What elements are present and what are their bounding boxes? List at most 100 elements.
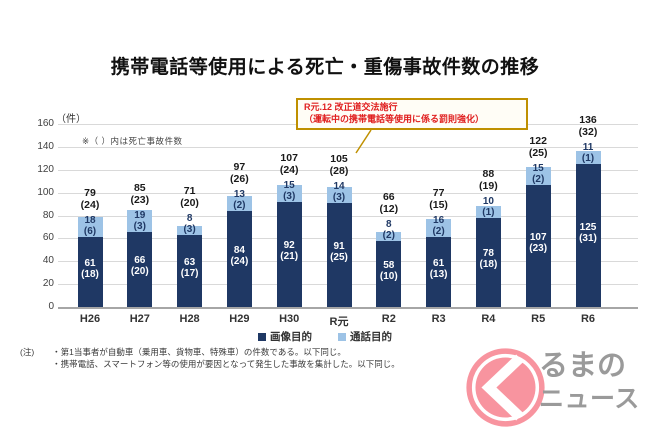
x-axis-label-H27: H27	[129, 313, 150, 325]
bar-R5-通話目的	[525, 167, 551, 185]
bar-R6-通話目的	[575, 151, 601, 165]
gridline	[58, 146, 638, 148]
kuruma-news-logo-text: るまの ニュース	[539, 349, 640, 415]
y-axis-tick-label: 0	[48, 301, 54, 312]
bar-total-label: 88 (19)	[479, 167, 498, 192]
x-axis-label-R6: R6	[580, 313, 596, 325]
x-axis-label-R2: R2	[381, 313, 396, 325]
y-axis-tick-label: 120	[37, 163, 54, 175]
bar-segment-label: 16 (2)	[432, 215, 445, 238]
logo-text-line-1: るまの	[539, 350, 627, 382]
x-axis-baseline	[58, 307, 638, 309]
bar-H28-画像目的	[177, 234, 203, 307]
bar-segment-label: 84 (24)	[230, 244, 249, 267]
legend-item-通話目的: 通話目的	[338, 329, 392, 344]
legend-swatch-icon	[258, 332, 266, 341]
footnote-prefix: (注)	[20, 347, 35, 357]
y-axis-tick-label: 20	[42, 278, 54, 290]
footnote: (注) ・第1当事者が自動車（乗用車、貨物車、特殊車）の件数である。以下同じ。 …	[20, 347, 400, 370]
bar-segment-label: 66 (20)	[130, 255, 149, 278]
bar-total-label: 136 (32)	[578, 114, 598, 139]
bar-segment-label: 14 (3)	[332, 180, 346, 203]
bar-total-label: 85 (23)	[130, 181, 150, 206]
bar-total-label: 105 (28)	[329, 152, 349, 177]
y-axis-tick-label: 60	[42, 232, 54, 244]
gridline	[58, 169, 638, 171]
footnote-line-2: ・携帯電話、スマートフォン等の使用が要因となって発生した事故を集計した。以下同じ…	[52, 358, 400, 369]
bar-total-label: 107 (24)	[279, 151, 299, 176]
x-axis-label-R4: R4	[481, 313, 496, 325]
bar-total-label: 71 (20)	[180, 184, 199, 209]
y-axis-tick-label: 100	[37, 186, 54, 198]
x-axis-label-R3: R3	[431, 313, 446, 325]
bar-R5-画像目的	[525, 184, 551, 307]
annotation-line-1: R元.12 改正道交法施行	[304, 102, 398, 112]
bar-segment-label: 11 (1)	[581, 142, 595, 165]
bar-R3-通話目的	[426, 218, 452, 238]
bar-H27-通話目的	[127, 209, 153, 232]
bar-segment-label: 15 (3)	[283, 179, 296, 202]
chart-title: 携帯電話等使用による死亡・重傷事故件数の推移	[110, 57, 540, 78]
bar-segment-label: 13 (2)	[233, 188, 246, 211]
logo-text-line-2: ニュース	[539, 385, 640, 413]
bar-H26-画像目的	[77, 237, 103, 307]
bar-total-label: 79 (24)	[80, 187, 100, 212]
bar-segment-label: 61 (18)	[81, 258, 99, 281]
y-axis-unit-label: （件）	[56, 114, 86, 125]
x-axis-label-H28: H28	[179, 313, 200, 325]
bar-segment-label: 58 (10)	[379, 259, 398, 282]
y-axis-tick-label: 40	[42, 255, 54, 267]
y-axis-tick-label: 140	[37, 140, 54, 152]
bar-R2-通話目的	[376, 231, 402, 241]
kuruma-news-logo-icon	[466, 348, 545, 427]
bar-H28-通話目的	[177, 225, 203, 235]
parentheses-note: ※（ ）内は死亡事故件数	[82, 136, 183, 146]
x-axis-label-R元: R元	[329, 316, 349, 328]
bar-H30-通話目的	[276, 184, 302, 202]
bar-R2-画像目的	[376, 240, 402, 307]
bar-total-label: 97 (26)	[230, 160, 249, 185]
bar-segment-label: 19 (3)	[133, 209, 146, 232]
bar-H26-通話目的	[77, 216, 103, 238]
legend-label: 画像目的	[270, 331, 312, 343]
bar-R元-通話目的	[326, 186, 352, 203]
legend-item-画像目的: 画像目的	[258, 329, 312, 344]
bar-R元-画像目的	[326, 202, 352, 307]
bar-segment-label: 78 (18)	[479, 248, 498, 271]
bar-segment-label: 10 (1)	[482, 195, 495, 218]
annotation-line-2: （運転中の携帯電話等使用に係る罰則強化）	[304, 113, 485, 124]
x-axis-label-R5: R5	[531, 313, 546, 325]
bar-segment-label: 107 (23)	[529, 231, 548, 254]
bar-segment-label: 125 (31)	[579, 221, 597, 244]
bar-segment-label: 63 (17)	[180, 256, 199, 279]
bar-segment-label: 91 (25)	[330, 240, 348, 263]
x-axis-label-H26: H26	[79, 313, 101, 325]
bar-R3-画像目的	[426, 237, 452, 307]
bar-segment-label: 8 (2)	[382, 218, 395, 241]
bar-total-label: 66 (12)	[379, 190, 399, 215]
y-axis-tick-label: 160	[37, 118, 54, 129]
x-axis-label-H30: H30	[279, 313, 300, 325]
bar-segment-label: 18 (6)	[83, 215, 97, 238]
bar-segment-label: 8 (3)	[183, 212, 196, 235]
bar-H27-画像目的	[127, 231, 153, 307]
bar-segment-label: 15 (2)	[532, 162, 545, 185]
legend-label: 通話目的	[350, 331, 392, 343]
bar-H29-通話目的	[226, 196, 252, 211]
x-axis-label-H29: H29	[229, 313, 250, 325]
annotation-box: R元.12 改正道交法施行 （運転中の携帯電話等使用に係る罰則強化）	[296, 98, 528, 130]
bar-R6-画像目的	[575, 164, 601, 307]
bar-H30-画像目的	[276, 201, 302, 307]
bar-segment-label: 92 (21)	[280, 240, 299, 263]
bar-H29-画像目的	[226, 210, 252, 307]
bar-R4-画像目的	[475, 217, 501, 307]
bar-total-label: 77 (15)	[429, 187, 448, 212]
footnote-line-1: ・第1当事者が自動車（乗用車、貨物車、特殊車）の件数である。以下同じ。	[52, 347, 346, 357]
bar-R4-通話目的	[475, 206, 501, 218]
bar-total-label: 122 (25)	[528, 134, 548, 159]
chart-legend: 画像目的 通話目的	[0, 329, 650, 344]
legend-swatch-icon	[338, 332, 346, 341]
bar-segment-label: 61 (13)	[429, 258, 448, 281]
y-axis-tick-label: 80	[42, 209, 54, 221]
